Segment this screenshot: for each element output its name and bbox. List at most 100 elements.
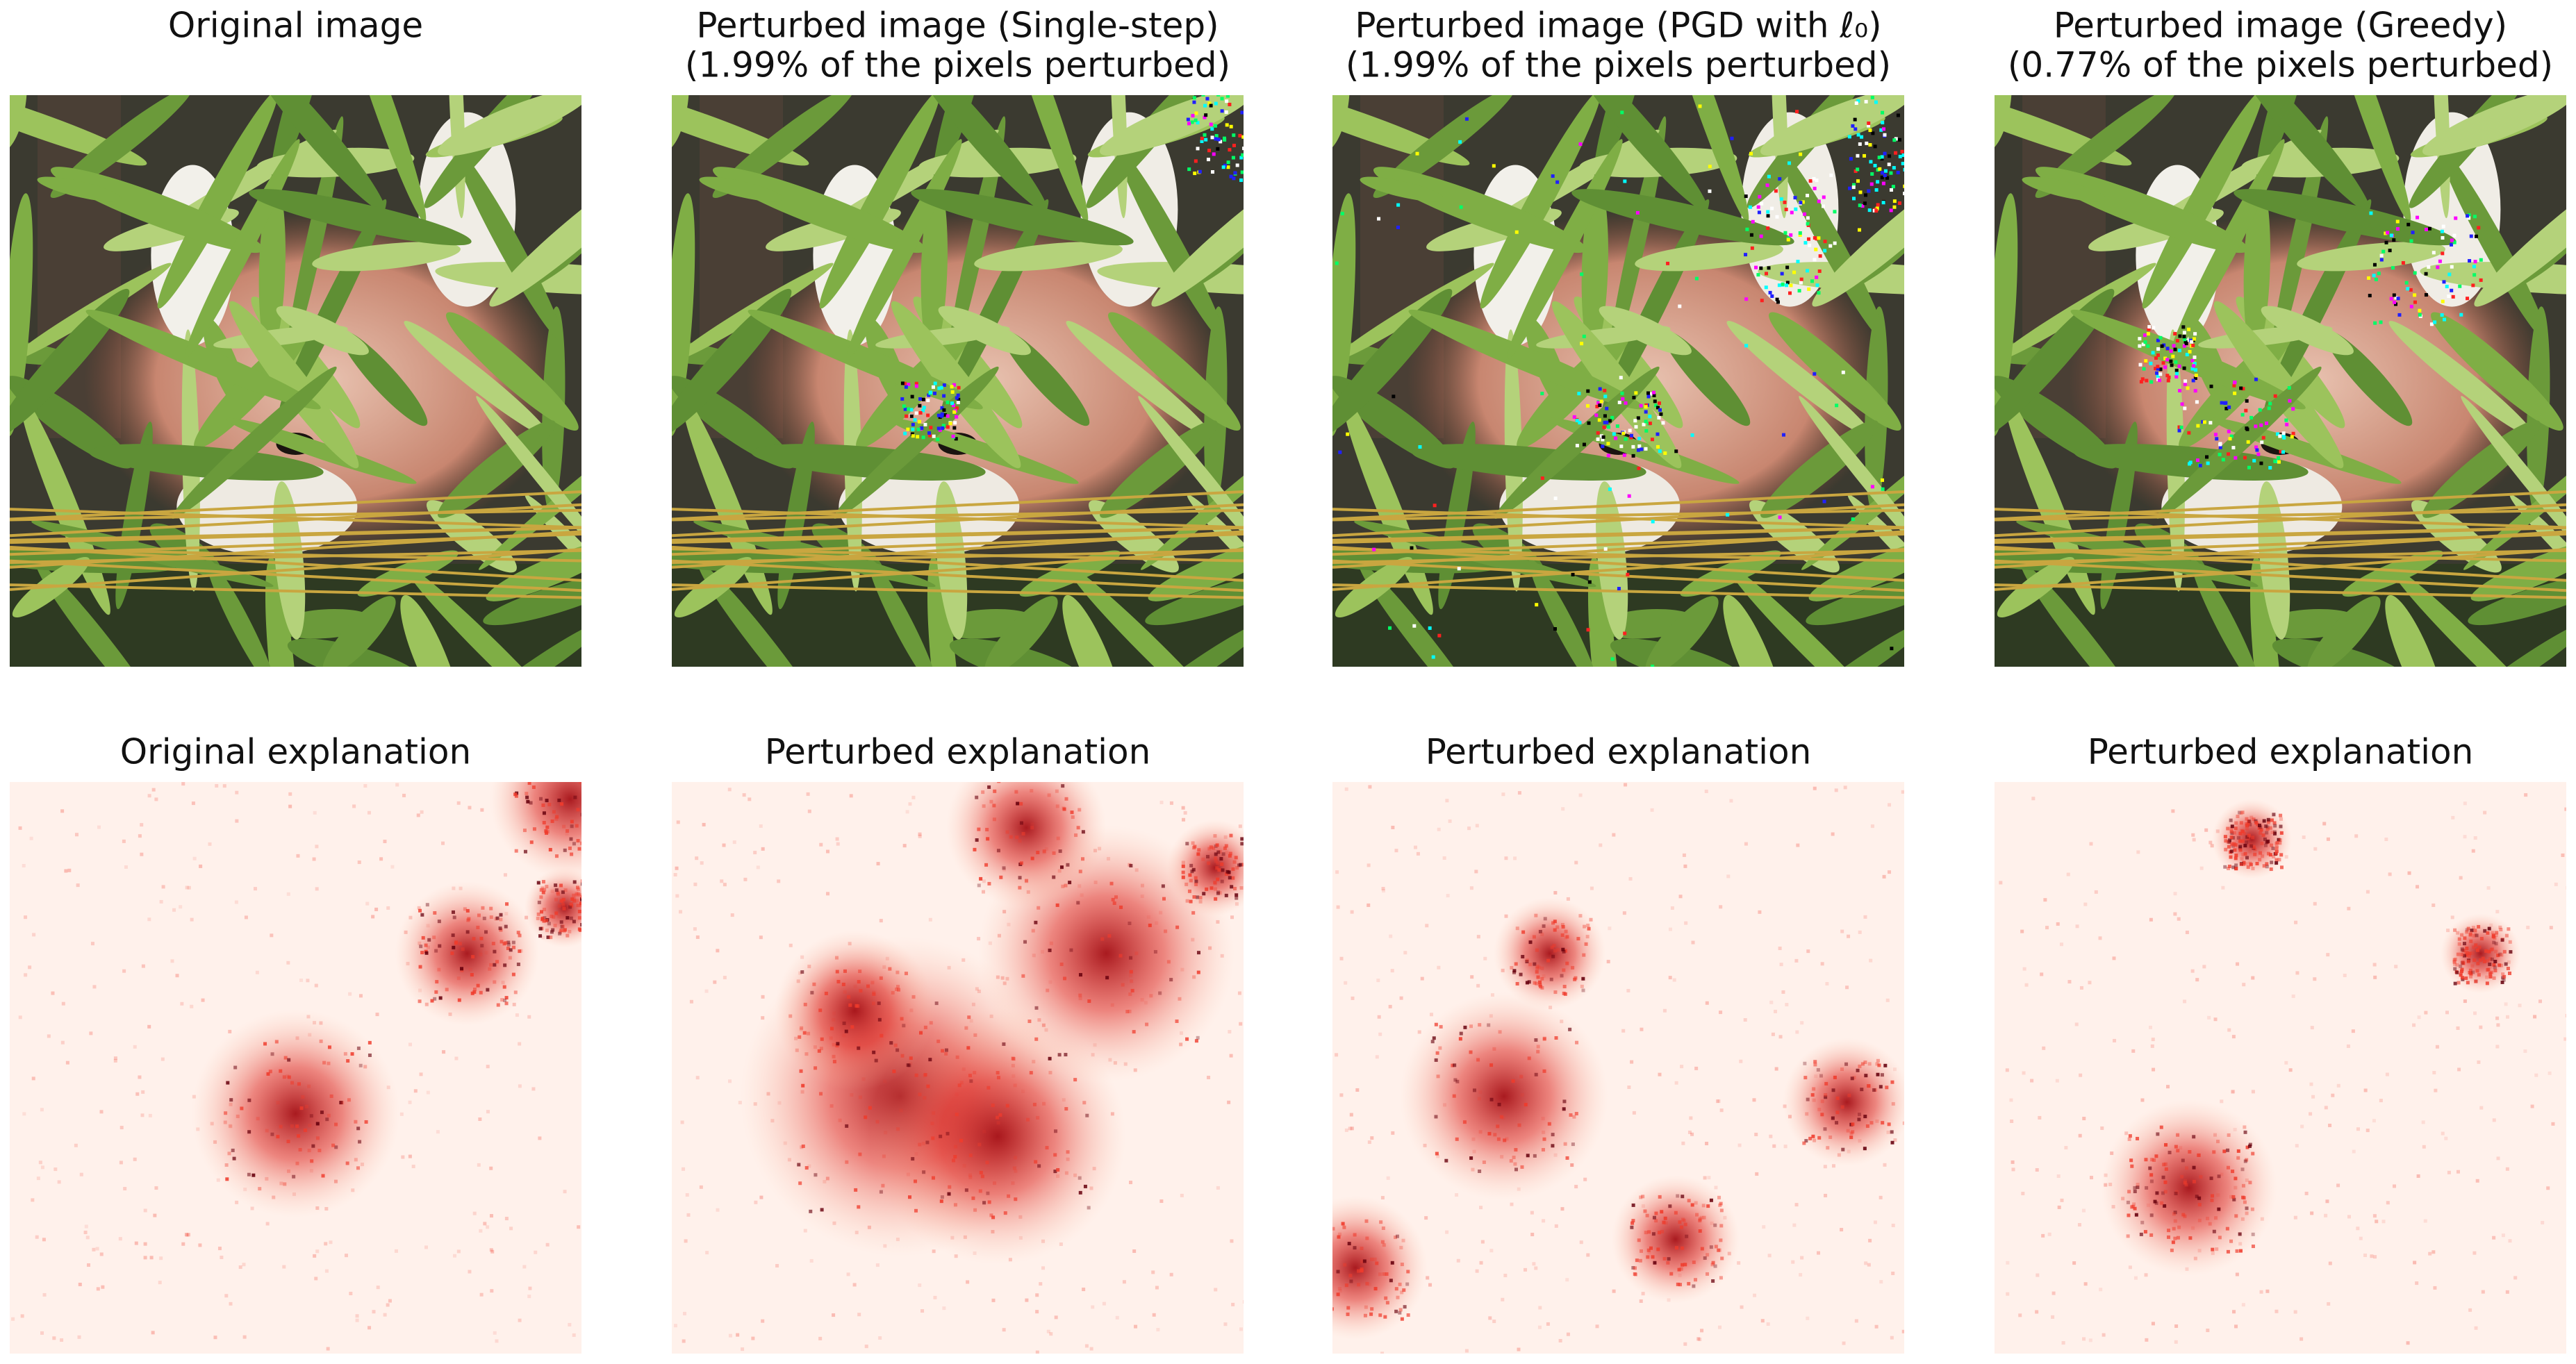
heat-cell (1242, 1300, 1244, 1304)
heat-cell (1140, 895, 1144, 899)
perturbed-pixel (1813, 372, 1817, 376)
perturbed-pixel (1881, 127, 1885, 131)
heat-cell (2250, 1207, 2254, 1211)
perturbed-pixel (2175, 372, 2179, 376)
heat-cell (2131, 1049, 2136, 1053)
perturbed-pixel (2282, 435, 2286, 440)
heat-cell (2261, 833, 2265, 838)
heat-cell (557, 798, 561, 802)
perturbed-pixel (1410, 546, 1414, 550)
heat-cell (2331, 1093, 2335, 1097)
twig (1995, 530, 2566, 569)
perturbed-pixel (1585, 404, 1590, 408)
heat-cell (1877, 1063, 1881, 1067)
heat-cell (2133, 1190, 2137, 1194)
heat-cell (1554, 1224, 1558, 1228)
heat-cell (1228, 854, 1232, 858)
heat-cell (420, 913, 424, 917)
heat-cell (1483, 956, 1487, 960)
heat-cell (2227, 1133, 2231, 1137)
heat-cell (1595, 1324, 1599, 1329)
heat-cell (1078, 997, 1082, 1001)
heat-cell (2173, 1219, 2177, 1223)
heat-cell (2279, 824, 2283, 829)
heat-cell (892, 1070, 896, 1074)
heat-cell (966, 1280, 970, 1284)
heat-cell (493, 963, 497, 967)
heat-cell (238, 1265, 242, 1270)
heat-cell (368, 1053, 372, 1057)
heat-cell (1140, 998, 1144, 1002)
heat-cell (1840, 1067, 1844, 1072)
heat-cell (138, 834, 142, 838)
heat-cell (1189, 879, 1193, 883)
heat-cell (1482, 1161, 1486, 1165)
heat-cell (147, 794, 151, 798)
heat-cell (1525, 960, 1529, 964)
leaf (1097, 262, 1244, 295)
perturbed-pixel (1869, 182, 1874, 186)
heat-cell (508, 956, 512, 960)
perturbed-pixel (1890, 647, 1894, 651)
perturbed-pixel (2163, 365, 2168, 369)
heat-cell (2210, 1194, 2214, 1198)
heat-cell (1510, 965, 1514, 970)
perturbed-pixel (1823, 249, 1827, 253)
perturbed-pixel (1634, 391, 1638, 395)
perturbed-pixel (1636, 448, 1640, 452)
perturbed-pixel (2396, 297, 2400, 301)
heat-cell (2161, 1191, 2165, 1195)
heat-cell (2127, 1190, 2131, 1194)
perturbed-pixel (2177, 364, 2181, 368)
heat-cell (2563, 1037, 2566, 1041)
perturbed-pixel (1632, 396, 1636, 400)
heat-cell (1087, 999, 1091, 1004)
perturbed-pixel (900, 381, 905, 385)
heat-cell (292, 1174, 296, 1179)
heat-cell (502, 985, 506, 989)
heat-cell (2021, 1192, 2025, 1196)
heat-cell (465, 908, 470, 913)
perturbed-pixel (1240, 85, 1244, 88)
heat-cell (2248, 822, 2252, 826)
heat-cell (2255, 822, 2259, 826)
leaf (1796, 620, 1904, 667)
heat-cell (2471, 970, 2475, 974)
heat-cell (255, 970, 259, 974)
perturbed-pixel (2177, 425, 2181, 429)
perturbed-pixel (1635, 210, 1640, 215)
perturbed-pixel (937, 386, 941, 390)
heat-cell (896, 1127, 900, 1131)
twig (10, 548, 581, 591)
heat-cell (981, 790, 985, 795)
heat-cell (1802, 1141, 1806, 1145)
heat-cell (1368, 785, 1372, 789)
leaf (1610, 638, 1746, 667)
heat-cell (2238, 810, 2242, 815)
perturbed-pixel (1216, 85, 1219, 88)
perturbed-pixel (1634, 425, 1638, 429)
heat-cell (1436, 1154, 1440, 1158)
heat-cell (2159, 1125, 2163, 1129)
heat-cell (2507, 927, 2511, 931)
perturbed-pixel (1766, 210, 1770, 214)
heat-cell (879, 976, 883, 980)
heat-cell (538, 797, 543, 801)
heat-cell (1628, 876, 1633, 881)
heat-cell (2264, 824, 2268, 829)
heat-cell (539, 760, 543, 763)
heat-cell (1026, 890, 1030, 894)
heat-cell (1550, 945, 1554, 949)
perturbed-pixel (1415, 151, 1419, 156)
heat-cell (968, 1074, 972, 1078)
heat-cell (543, 916, 547, 920)
heat-cell (580, 813, 581, 817)
heat-cell (509, 1226, 513, 1231)
heat-cell (1207, 847, 1212, 851)
heat-cell (179, 905, 183, 909)
heat-cell (376, 1286, 380, 1290)
perturbed-pixel (1555, 180, 1560, 184)
heat-cell (1398, 1311, 1402, 1315)
heat-cell (826, 849, 830, 854)
heat-cell (2060, 1198, 2064, 1202)
